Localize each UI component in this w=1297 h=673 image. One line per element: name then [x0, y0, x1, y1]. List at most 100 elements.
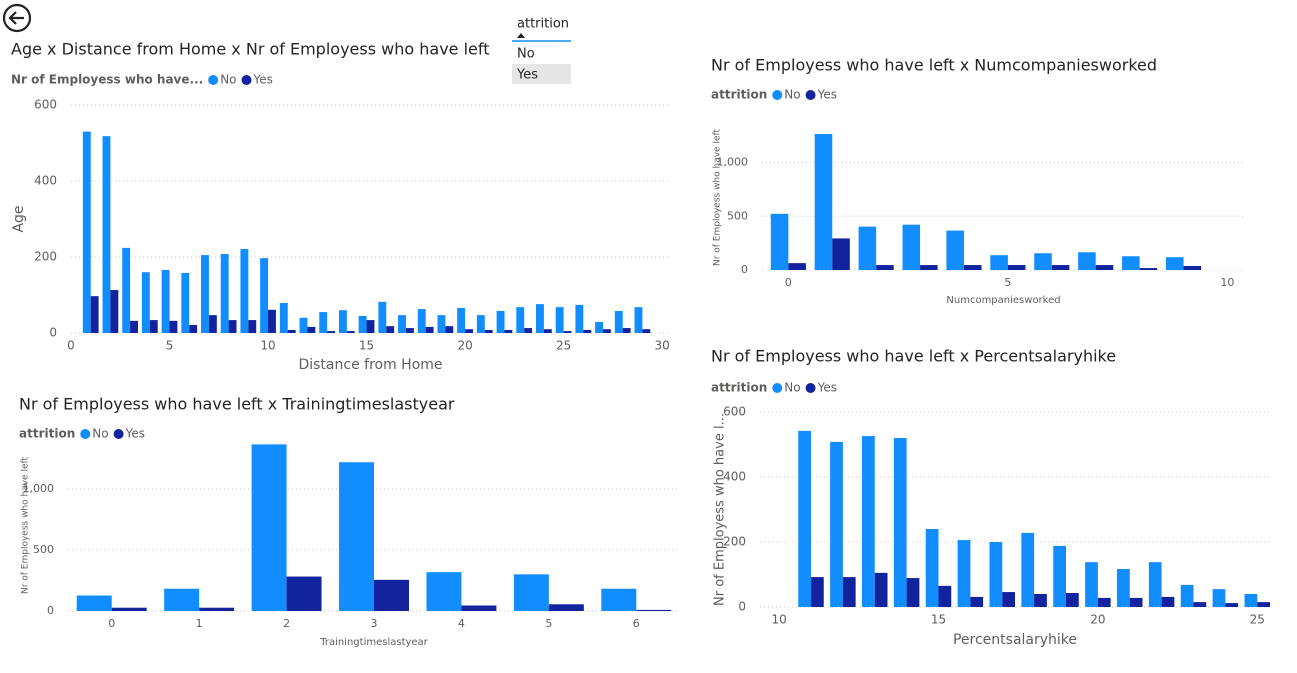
slicer-title: attrition [517, 17, 569, 32]
bar [220, 253, 229, 333]
bar [378, 301, 387, 333]
bar [1021, 532, 1035, 607]
bar [208, 315, 217, 333]
bar [346, 331, 355, 333]
chart-title: Nr of Employess who have left x Percents… [711, 347, 1116, 366]
bar [240, 249, 249, 333]
bar [122, 247, 131, 333]
bar [405, 328, 414, 333]
bar [1007, 265, 1026, 270]
bar [141, 272, 150, 333]
bar [1002, 592, 1015, 607]
bar [874, 572, 888, 607]
bar [862, 436, 875, 607]
bar [830, 441, 843, 607]
legend-label: No [92, 427, 108, 441]
slicer-item[interactable]: No [517, 47, 535, 62]
bar [110, 290, 119, 333]
bar [1225, 603, 1239, 607]
x-tick-label: 10 [771, 613, 786, 627]
x-tick-label: 25 [556, 339, 571, 353]
bar [543, 329, 552, 333]
y-axis-title: Age [11, 205, 27, 232]
x-tick-label: 1 [196, 617, 203, 630]
y-tick-label: 1,000 [717, 156, 749, 169]
legend-label: No [784, 381, 800, 395]
bar [251, 444, 287, 611]
x-tick-label: 20 [457, 339, 472, 353]
bar [811, 577, 824, 607]
bar [814, 134, 833, 270]
x-axis-title: Percentsalaryhike [953, 632, 1077, 648]
legend-swatch [208, 75, 219, 85]
bar [524, 328, 533, 333]
bar [287, 329, 296, 333]
y-tick-label: 500 [727, 209, 748, 222]
bar [636, 609, 672, 611]
bar [990, 255, 1008, 270]
bar [268, 309, 276, 333]
bar [417, 309, 426, 333]
y-tick-label: 600 [723, 405, 746, 419]
y-tick-label: 0 [47, 604, 54, 617]
bar [1078, 252, 1096, 270]
bar [906, 578, 920, 607]
legend-swatch [772, 383, 783, 393]
bar [1097, 597, 1111, 607]
bar [338, 310, 347, 333]
bar [339, 462, 374, 611]
bar [1165, 257, 1184, 270]
x-tick-label: 25 [1250, 613, 1265, 627]
x-tick-label: 4 [458, 617, 465, 630]
bar [102, 136, 111, 333]
bar [925, 529, 939, 607]
bar [445, 326, 454, 333]
y-tick-label: 0 [741, 263, 748, 276]
bar [642, 329, 651, 333]
x-tick-label: 5 [545, 617, 552, 630]
bar [169, 320, 178, 333]
legend-swatch [113, 429, 124, 439]
slicer-item[interactable]: Yes [516, 68, 538, 83]
y-tick-label: 600 [34, 98, 57, 112]
bar [957, 540, 971, 607]
legend-label: Yes [253, 73, 273, 87]
bar [938, 585, 952, 607]
bar [484, 329, 493, 333]
y-axis-title: Nr of Employess who have l... [713, 413, 728, 606]
bar [496, 310, 505, 333]
bar [189, 325, 198, 333]
bar [461, 605, 497, 611]
bar [1051, 265, 1070, 270]
bar [82, 131, 91, 333]
chart-title: Age x Distance from Home x Nr of Employe… [11, 40, 490, 59]
bar [770, 213, 789, 270]
bar [386, 326, 395, 333]
bar [1139, 268, 1158, 270]
chart-title: Nr of Employess who have left x Numcompa… [711, 56, 1157, 75]
bar [1244, 594, 1258, 607]
back-button[interactable] [2, 3, 32, 33]
bar [832, 238, 850, 270]
bar [595, 321, 604, 333]
x-tick-label: 10 [260, 339, 275, 353]
bar [1212, 589, 1226, 607]
chart-title: Nr of Employess who have left x Training… [19, 395, 455, 414]
bar [920, 265, 938, 270]
bar [149, 320, 158, 333]
bar [634, 307, 643, 333]
x-tick-label: 20 [1090, 613, 1105, 627]
bar [164, 588, 200, 611]
legend-title: Nr of Employess who have... [11, 73, 203, 87]
y-axis-title: Nr of Employess who have left [713, 129, 723, 267]
legend-label: Yes [125, 427, 145, 441]
bar [181, 272, 190, 333]
x-tick-label: 15 [359, 339, 374, 353]
y-axis-title: Nr of Employess who have left [21, 457, 31, 595]
bar [299, 317, 308, 333]
legend-title: attrition [711, 88, 767, 102]
x-tick-label: 2 [283, 617, 290, 630]
bar [555, 307, 564, 333]
legend-swatch [80, 429, 91, 439]
y-tick-label: 200 [34, 250, 57, 264]
